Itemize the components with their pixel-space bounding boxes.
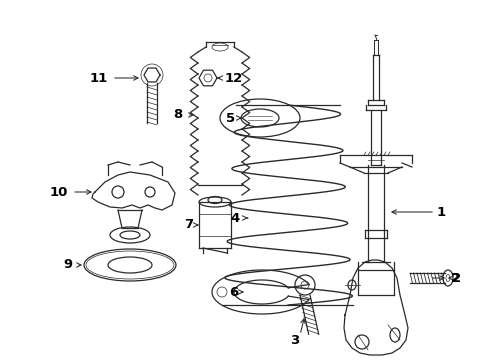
- Text: 5: 5: [225, 112, 235, 125]
- Text: 11: 11: [90, 72, 108, 85]
- Text: 12: 12: [224, 72, 243, 85]
- Text: 7: 7: [183, 219, 193, 231]
- Text: 6: 6: [228, 285, 238, 298]
- Text: 10: 10: [49, 185, 68, 198]
- Text: 2: 2: [451, 271, 460, 284]
- Text: 2: 2: [450, 271, 459, 284]
- Text: 1: 1: [436, 206, 445, 219]
- Text: 4: 4: [230, 211, 240, 225]
- Text: 3: 3: [290, 333, 299, 346]
- Polygon shape: [92, 172, 175, 210]
- Text: 9: 9: [63, 258, 72, 271]
- Text: 8: 8: [173, 108, 183, 122]
